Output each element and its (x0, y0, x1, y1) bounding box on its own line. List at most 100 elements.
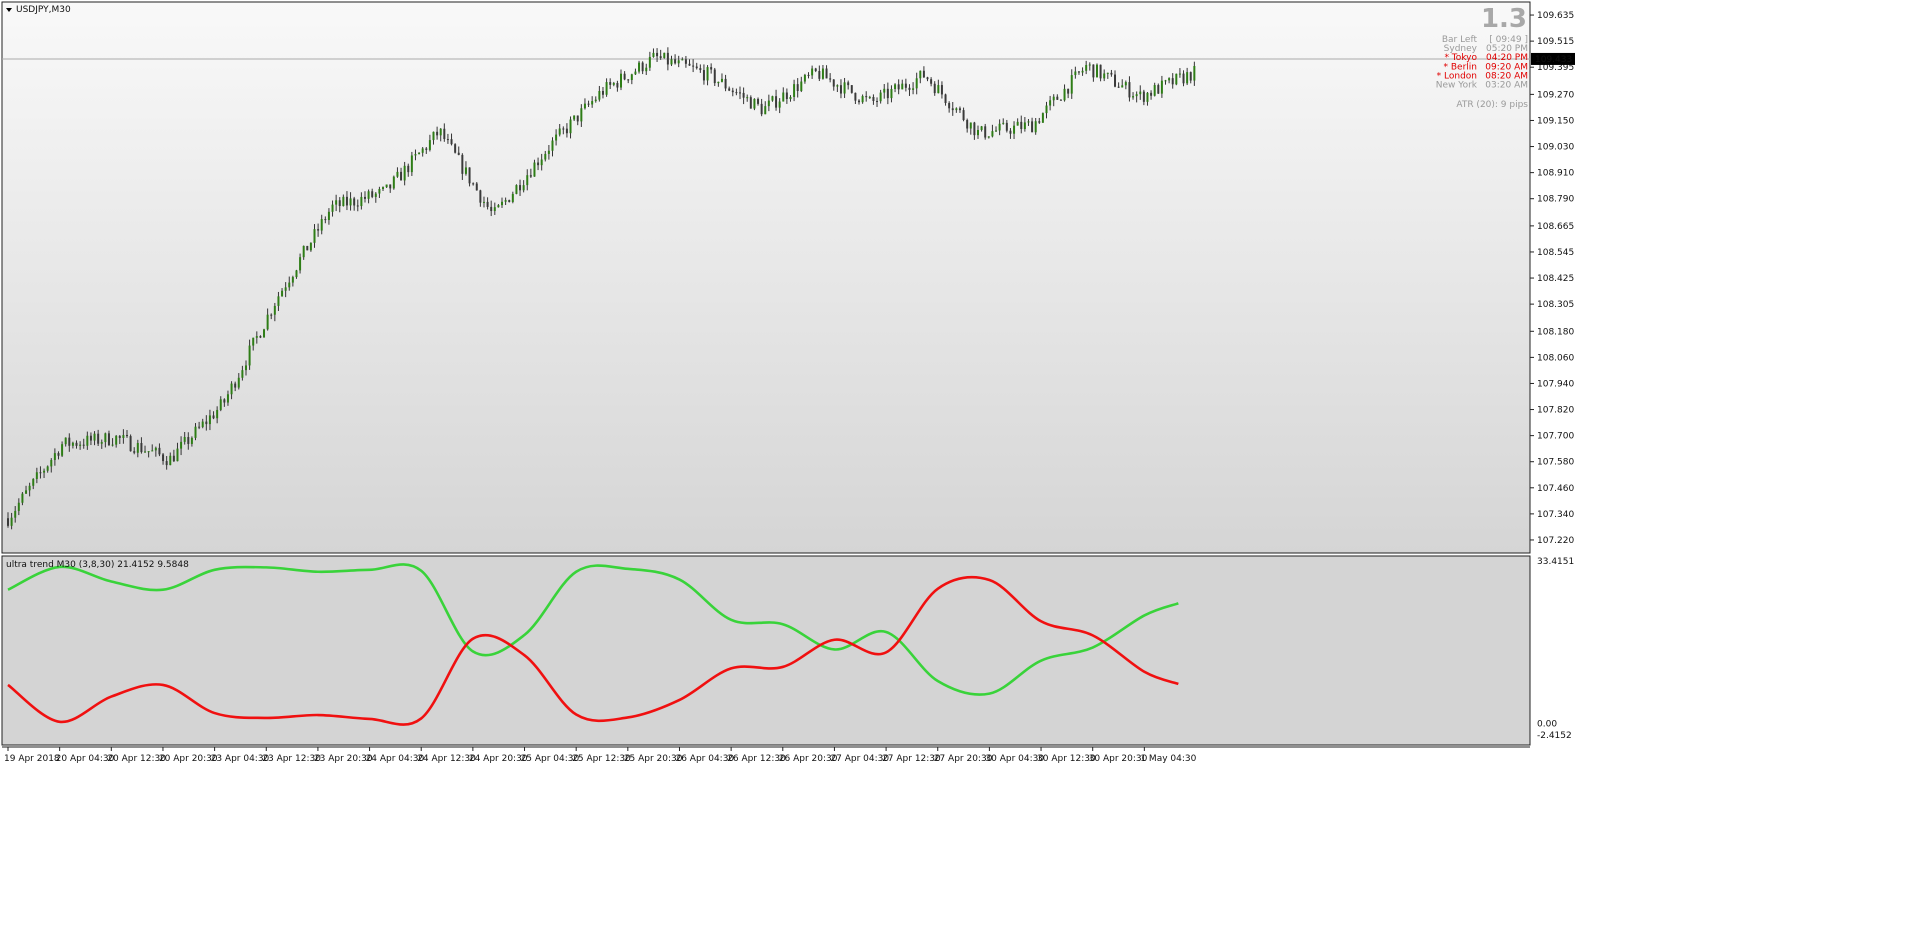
candle-bull (800, 81, 803, 92)
candle-bear (1067, 88, 1070, 94)
candle-bull (1164, 80, 1167, 82)
candle-bear (1114, 74, 1117, 87)
candle-bull (1139, 91, 1142, 95)
candle-bear (324, 219, 327, 221)
indicator-pane[interactable] (1, 555, 1531, 746)
candle-bull (638, 62, 641, 72)
price-tick-label: 107.220 (1537, 536, 1574, 546)
candle-bear (454, 144, 457, 153)
candle-bull (208, 415, 211, 425)
candle-bull (821, 68, 824, 79)
indicator-tick-label: -2.4152 (1537, 731, 1572, 741)
candle-bull (1178, 73, 1181, 75)
candle-bear (807, 74, 810, 76)
candle-bull (464, 167, 467, 174)
candle-bull (836, 85, 839, 87)
candle-bear (1110, 72, 1113, 75)
candle-bear (699, 68, 702, 71)
info-row-label: * London (1437, 71, 1477, 81)
indicator-title: ultra trend M30 (3,8,30) 21.4152 9.5848 (6, 560, 189, 570)
candle-bull (244, 365, 247, 371)
candle-bull (100, 442, 103, 444)
candle-bull (17, 502, 20, 511)
candle-bull (976, 129, 979, 136)
candle-bear (425, 148, 428, 150)
candle-bear (479, 190, 482, 203)
candle-bear (565, 128, 568, 134)
candle-bear (7, 518, 9, 526)
candle-bull (1121, 85, 1124, 88)
candle-bear (407, 165, 410, 173)
candle-bear (1056, 96, 1059, 100)
candle-bull (991, 131, 994, 137)
candle-bull (284, 287, 287, 291)
candle-bull (35, 472, 38, 479)
candle-bull (861, 96, 864, 103)
candle-bull (1193, 65, 1196, 81)
candle-bear (876, 100, 879, 102)
candle-bear (739, 92, 742, 94)
candle-bull (544, 153, 547, 160)
dropdown-arrow-icon[interactable] (6, 8, 12, 12)
candle-bear (1038, 121, 1041, 123)
candle-bear (317, 229, 320, 231)
info-row-value: 09:20 AM (1485, 62, 1528, 72)
candle-bear (749, 97, 752, 109)
candle-bull (717, 81, 720, 84)
candle-bear (666, 52, 669, 65)
candle-bull (226, 394, 229, 403)
candle-bull (1063, 88, 1066, 101)
candle-bear (306, 245, 309, 251)
time-tick-label: 25 Apr 12:30 (572, 754, 631, 764)
candle-bear (389, 184, 392, 189)
symbol-title: USDJPY,M30 (16, 5, 71, 15)
candle-bear (443, 128, 446, 140)
candle-bull (620, 73, 623, 88)
candle-bull (782, 92, 785, 102)
candle-bull (154, 447, 157, 451)
candle-bear (1142, 91, 1145, 102)
candle-bear (212, 415, 215, 419)
candle-bull (890, 89, 893, 99)
candle-bull (180, 441, 183, 449)
candle-bull (937, 85, 940, 94)
candle-bull (746, 97, 749, 99)
candle-bull (591, 101, 594, 105)
candle-bear (659, 56, 662, 59)
candle-bear (865, 96, 868, 98)
price-tick-label: 108.665 (1537, 222, 1574, 232)
candle-bear (832, 79, 835, 87)
candle-bear (847, 82, 850, 86)
candle-bull (1045, 105, 1048, 114)
candle-bull (241, 370, 244, 378)
candle-bull (526, 175, 529, 186)
candle-bull (421, 148, 424, 153)
candle-bull (980, 126, 983, 130)
candle-bear (75, 442, 78, 446)
candle-bull (1095, 64, 1098, 78)
candle-bull (273, 305, 276, 315)
candle-bull (555, 134, 558, 141)
price-tick-label: 107.700 (1537, 432, 1574, 442)
current-price-label: 109.433 (1535, 55, 1572, 65)
candle-bear (692, 65, 695, 67)
candle-bear (695, 66, 698, 69)
price-tick-label: 108.180 (1537, 327, 1574, 337)
candle-bull (28, 485, 31, 491)
candle-bear (363, 196, 366, 199)
candle-bear (461, 154, 464, 174)
candle-bull (50, 460, 53, 467)
candle-bull (515, 185, 518, 194)
candle-bear (984, 126, 987, 138)
candle-bull (533, 162, 536, 177)
candle-bear (468, 167, 471, 184)
candle-bear (162, 454, 165, 462)
candle-bull (64, 437, 67, 445)
price-pane[interactable] (1, 1, 1531, 554)
candle-bull (25, 490, 28, 494)
candle-bear (371, 191, 374, 197)
candle-bull (803, 74, 806, 82)
candle-bear (627, 79, 630, 81)
